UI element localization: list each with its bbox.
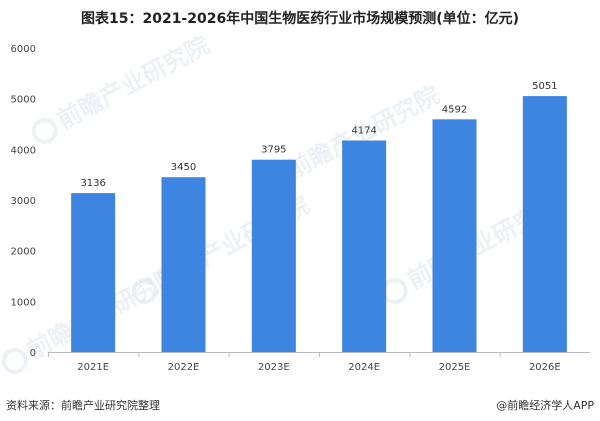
bar-labels: 3136 3450 3795 4174 4592 5051 [80,81,557,189]
bar-value-label: 3136 [80,178,105,189]
bar [71,193,116,352]
bar [432,119,477,352]
y-tick-label: 1000 [11,297,36,308]
x-axis: 2021E 2022E 2023E 2024E 2025E 2026E [48,352,590,373]
chart-title: 图表15：2021-2026年中国生物医药行业市场规模预测(单位：亿元) [80,11,520,27]
bar-value-label: 4174 [351,126,376,137]
x-tick-label: 2026E [529,362,561,373]
source-note: 资料来源：前瞻产业研究院整理 [6,399,160,412]
y-tick-label: 6000 [11,44,36,55]
bar [342,140,387,352]
bar [522,96,567,352]
x-tick-label: 2022E [168,362,200,373]
bar-value-label: 3795 [261,145,286,156]
x-tick-label: 2025E [439,362,471,373]
y-tick-label: 5000 [11,95,36,106]
bar-value-label: 4592 [442,104,467,115]
y-tick-label: 3000 [11,196,36,207]
x-tick-label: 2021E [77,362,109,373]
bar [251,159,296,352]
bar-value-label: 5051 [532,81,557,92]
bar-value-label: 3450 [171,162,196,173]
bars [71,96,567,352]
x-tick-label: 2024E [348,362,380,373]
bar [161,177,206,352]
x-tick-label: 2023E [258,362,290,373]
y-axis: 0 1000 2000 3000 4000 5000 6000 [11,44,36,359]
bar-chart: 0 1000 2000 3000 4000 5000 6000 2021E 2022E 2023… [11,44,590,373]
y-tick-label: 0 [30,348,36,359]
brand-note: @前瞻经济学人APP [496,399,594,412]
y-tick-label: 4000 [11,145,36,156]
y-tick-label: 2000 [11,247,36,258]
